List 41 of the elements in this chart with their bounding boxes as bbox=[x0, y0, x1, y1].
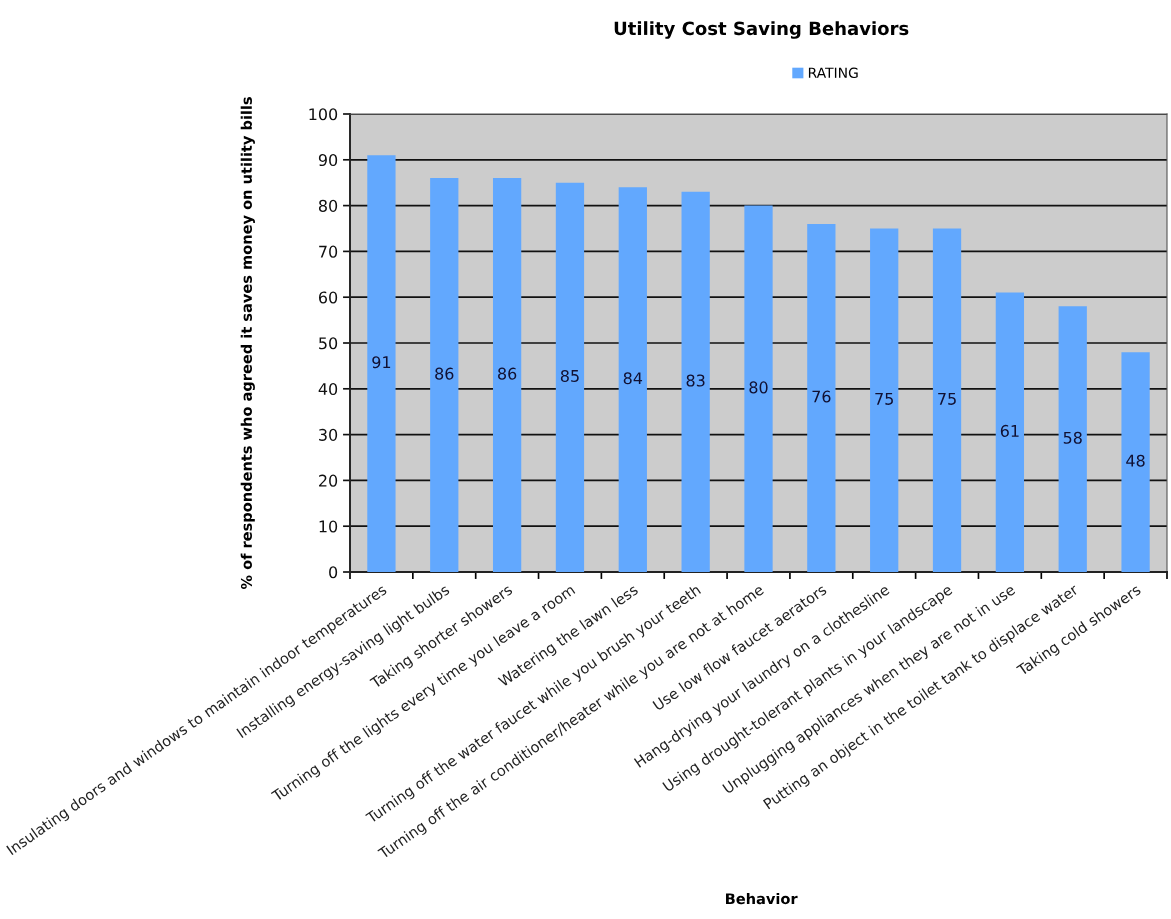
bar bbox=[1058, 306, 1087, 572]
x-axis-title: Behavior bbox=[726, 892, 798, 905]
y-axis-title: % of respondents who agreed it saves money on utility bills bbox=[240, 97, 255, 590]
y-tick-label: 50 bbox=[319, 337, 338, 350]
legend-label: RATING bbox=[808, 67, 858, 79]
data-label: 48 bbox=[1126, 454, 1145, 467]
data-label: 58 bbox=[1063, 431, 1082, 444]
bar bbox=[492, 178, 522, 572]
bar bbox=[555, 182, 585, 572]
chart-title: Utility Cost Saving Behaviors bbox=[614, 21, 909, 39]
bar bbox=[367, 155, 396, 572]
data-label: 91 bbox=[372, 356, 391, 369]
data-label: 86 bbox=[435, 367, 454, 380]
data-label: 84 bbox=[623, 372, 643, 385]
y-tick-label: 60 bbox=[318, 291, 338, 304]
y-tick-label: 80 bbox=[318, 199, 338, 212]
y-tick-label: 70 bbox=[319, 245, 338, 258]
bar bbox=[681, 191, 710, 572]
y-tick-label: 0 bbox=[329, 566, 338, 579]
y-tick-label: 10 bbox=[319, 520, 338, 533]
y-tick-label: 90 bbox=[318, 154, 338, 167]
y-tick-label: 30 bbox=[319, 428, 338, 441]
data-label: 61 bbox=[1000, 424, 1019, 437]
bar bbox=[618, 187, 647, 572]
data-label: 75 bbox=[875, 393, 893, 405]
data-label: 83 bbox=[686, 374, 705, 387]
data-label: 75 bbox=[938, 393, 956, 405]
data-label: 76 bbox=[812, 390, 831, 403]
bar bbox=[932, 228, 962, 572]
y-tick-label: 100 bbox=[309, 108, 338, 121]
bar bbox=[1121, 352, 1150, 572]
bar bbox=[430, 178, 459, 572]
data-label: 80 bbox=[749, 381, 768, 394]
data-label: 85 bbox=[560, 369, 579, 382]
bar bbox=[744, 205, 773, 572]
bar bbox=[995, 292, 1025, 572]
data-label: 86 bbox=[498, 367, 517, 380]
y-tick-label: 20 bbox=[319, 474, 338, 487]
bar bbox=[807, 223, 836, 572]
bar bbox=[870, 228, 899, 572]
y-tick-label: 40 bbox=[318, 383, 338, 396]
